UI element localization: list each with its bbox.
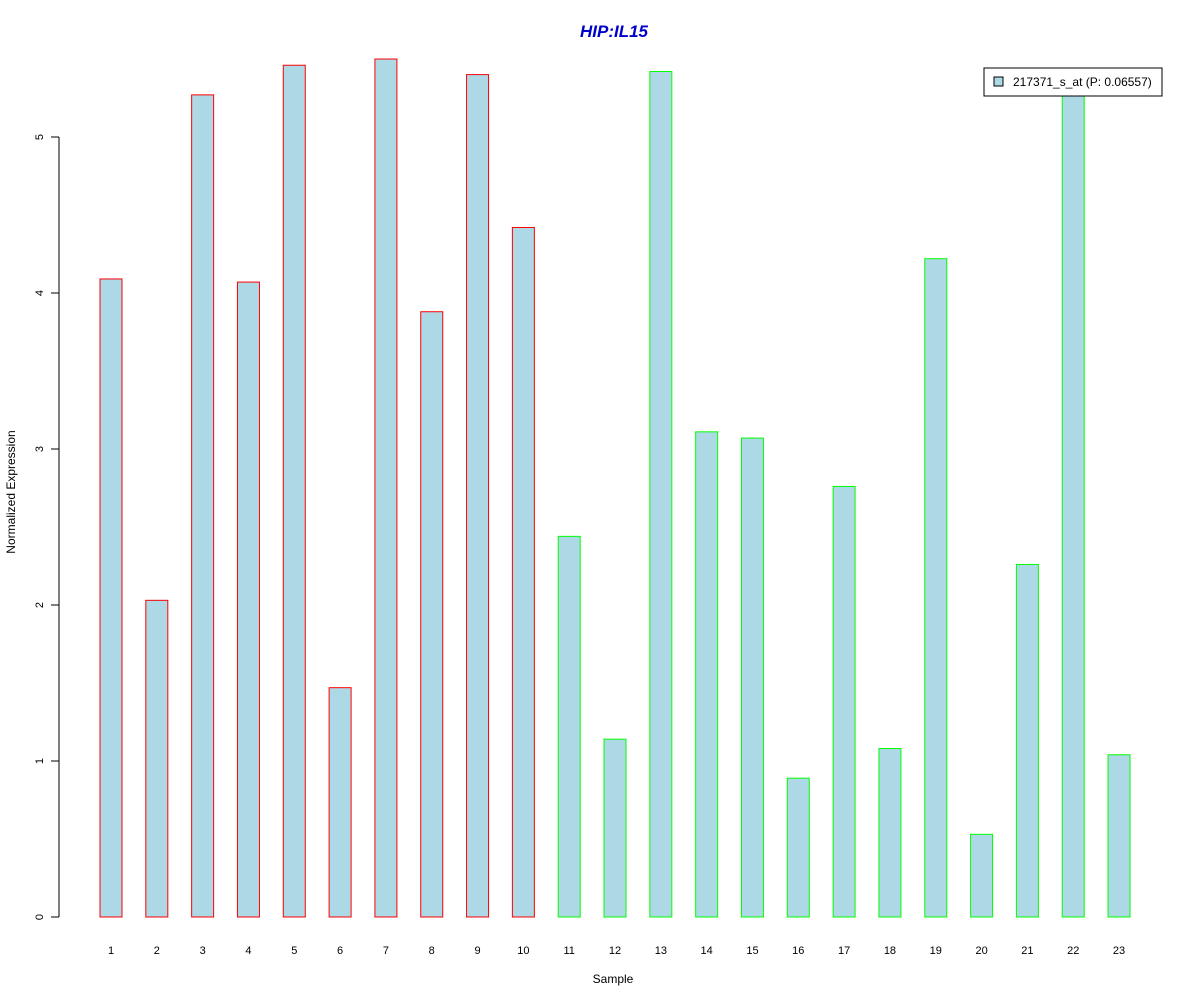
bar (740, 437, 764, 918)
x-tick-label: 4 (245, 945, 251, 957)
bar (466, 74, 490, 918)
x-tick-label: 2 (154, 945, 160, 957)
y-axis: 0 1 2 3 4 5 (34, 134, 60, 920)
y-tick-label: 4 (34, 290, 46, 296)
bar (695, 431, 719, 918)
bar (99, 278, 123, 918)
bar (328, 687, 352, 918)
x-tick-label: 22 (1067, 945, 1079, 957)
y-tick-label: 1 (34, 758, 46, 764)
x-tick-label: 23 (1113, 945, 1125, 957)
y-tick-label: 5 (34, 134, 46, 140)
y-axis-label: Normalized Expression (4, 430, 18, 553)
x-tick-label: 10 (517, 945, 529, 957)
legend-swatch (993, 76, 1004, 87)
x-tick-label: 12 (609, 945, 621, 957)
bars (99, 58, 1131, 918)
bar (1061, 89, 1085, 918)
x-tick-label: 9 (474, 945, 480, 957)
legend-label: 217371_s_at (P: 0.06557) (1013, 75, 1152, 89)
y-tick-label: 2 (34, 602, 46, 608)
legend: 217371_s_at (P: 0.06557) (983, 67, 1163, 97)
x-axis-label: Sample (593, 972, 634, 986)
x-tick-label: 18 (884, 945, 896, 957)
x-tick-label: 15 (746, 945, 758, 957)
bar (1107, 754, 1131, 918)
bar (649, 70, 673, 918)
bar (832, 485, 856, 918)
chart-title: HIP:IL15 (580, 22, 649, 41)
y-tick-label: 0 (34, 914, 46, 920)
x-tick-label: 8 (429, 945, 435, 957)
x-tick-label: 1 (108, 945, 114, 957)
bar (282, 64, 306, 918)
x-tick-label: 5 (291, 945, 297, 957)
x-tick-label: 19 (930, 945, 942, 957)
bar (786, 777, 810, 918)
bar (557, 535, 581, 918)
x-tick-label: 16 (792, 945, 804, 957)
x-tick-label: 11 (563, 945, 574, 957)
y-ticks: 0 1 2 3 4 5 (34, 134, 59, 920)
bar (970, 833, 994, 918)
x-tick-label: 17 (838, 945, 850, 957)
bar (1015, 563, 1039, 918)
bar (145, 599, 169, 918)
x-tick-label: 20 (975, 945, 987, 957)
x-tick-label: 3 (200, 945, 206, 957)
x-tick-label: 7 (383, 945, 389, 957)
x-tick-label: 13 (655, 945, 667, 957)
y-tick-label: 3 (34, 446, 46, 452)
bar (236, 281, 260, 918)
bar (603, 738, 627, 918)
bar (924, 258, 948, 918)
bar (878, 748, 902, 918)
bar (191, 94, 215, 918)
legend-box (983, 67, 1163, 97)
bar (420, 311, 444, 918)
x-tick-labels: 1 2 3 4 5 6 7 8 9 10 11 12 13 14 15 16 17 18 19 20 21 22 23 (108, 945, 1125, 957)
bar (511, 226, 535, 918)
x-tick-label: 21 (1021, 945, 1033, 957)
x-tick-label: 14 (701, 945, 713, 957)
x-tick-label: 6 (337, 945, 343, 957)
bar (374, 58, 398, 918)
